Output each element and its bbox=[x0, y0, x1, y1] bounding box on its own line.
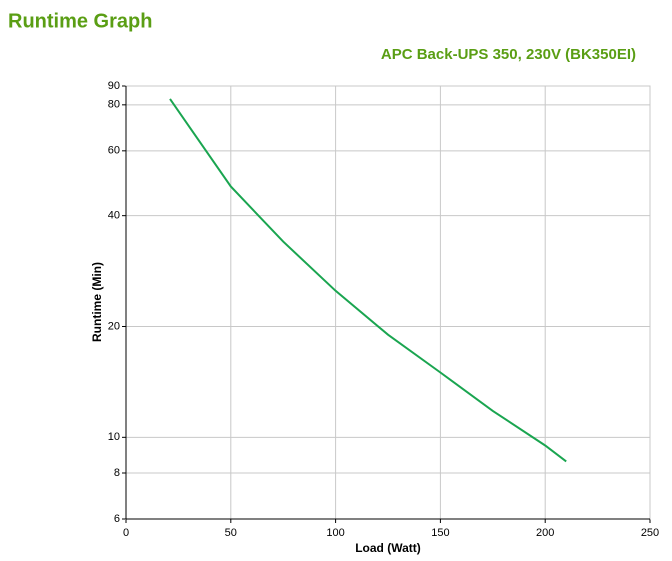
y-tick-label: 40 bbox=[108, 210, 120, 222]
chart-subtitle: APC Back-UPS 350, 230V (BK350EI) bbox=[381, 46, 636, 63]
y-tick-label: 8 bbox=[114, 467, 120, 479]
x-axis-label: Load (Watt) bbox=[355, 541, 421, 555]
x-tick-label: 0 bbox=[123, 527, 129, 539]
y-tick-label: 90 bbox=[108, 80, 120, 92]
y-tick-label: 10 bbox=[108, 431, 120, 443]
chart-title: Runtime Graph bbox=[8, 10, 152, 32]
x-tick-label: 50 bbox=[225, 527, 237, 539]
y-tick-label: 20 bbox=[108, 320, 120, 332]
y-tick-label: 80 bbox=[108, 99, 120, 111]
y-tick-label: 6 bbox=[114, 513, 120, 525]
runtime-line bbox=[169, 98, 567, 463]
x-tick-label: 250 bbox=[641, 527, 659, 539]
x-tick-label: 100 bbox=[326, 527, 344, 539]
x-tick-label: 200 bbox=[536, 527, 554, 539]
y-axis-label: Runtime (Min) bbox=[90, 262, 104, 342]
y-tick-label: 60 bbox=[108, 145, 120, 157]
x-tick-label: 150 bbox=[431, 527, 449, 539]
